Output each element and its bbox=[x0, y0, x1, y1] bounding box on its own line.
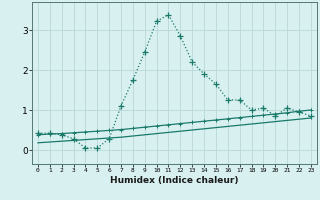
X-axis label: Humidex (Indice chaleur): Humidex (Indice chaleur) bbox=[110, 176, 239, 185]
